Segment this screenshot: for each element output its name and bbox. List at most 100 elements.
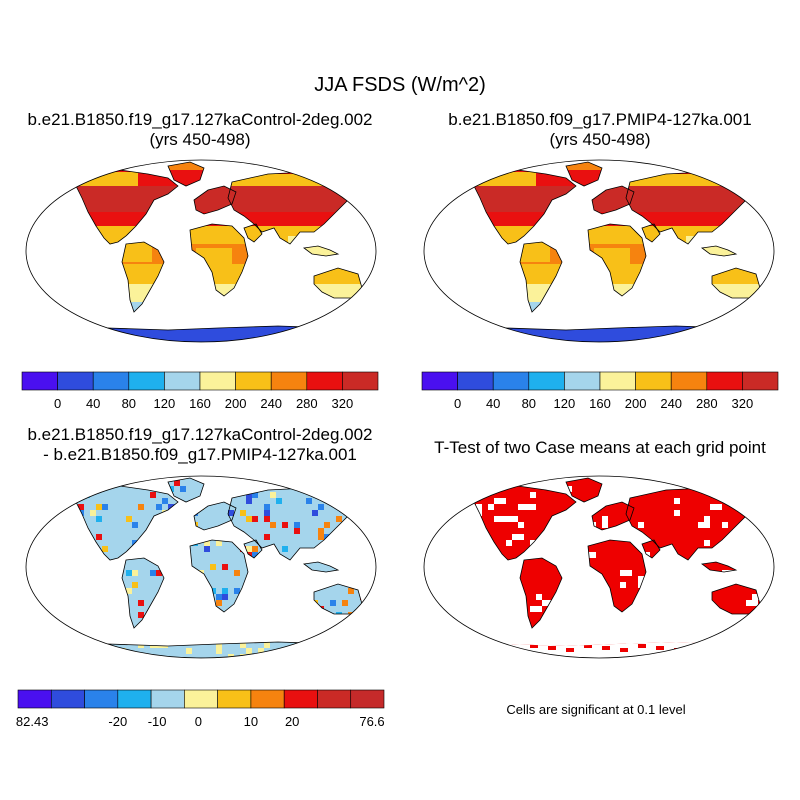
diff-cell [336, 516, 342, 522]
diff-cell [54, 468, 60, 474]
diff-cell [90, 468, 96, 474]
diff-cell [150, 468, 156, 474]
coastline-europe [591, 501, 635, 531]
colorbar-tick-label: 76.6 [359, 714, 384, 729]
diff-cell [222, 594, 228, 600]
coastline-north-america [75, 169, 179, 245]
diff-cell [18, 630, 24, 636]
diff-cell [72, 546, 78, 552]
colorbar-difference: -82.43 -20 -10 0 10 20 76.6 [16, 689, 385, 729]
diff-cell [246, 546, 252, 552]
diff-cell [198, 636, 204, 642]
radiation-band [456, 186, 760, 212]
diff-cell [330, 600, 336, 606]
colorbar-swatch [670, 371, 708, 391]
land-field [58, 162, 362, 342]
nonsignificant-cell [584, 576, 590, 582]
nonsignificant-cell [716, 654, 728, 658]
diff-cell [336, 636, 342, 642]
nonsignificant-cell [632, 480, 644, 486]
nonsignificant-cell [668, 576, 674, 582]
diff-cell [360, 576, 362, 582]
diff-cell [216, 642, 222, 648]
diff-cell [90, 468, 96, 474]
diff-cell [198, 630, 204, 636]
antarctica-sig-cell [602, 646, 610, 650]
diff-cell [72, 642, 78, 648]
diff-cell [348, 612, 354, 618]
diff-cell [24, 636, 30, 642]
diff-cell [150, 492, 156, 498]
coastline-arabia [641, 539, 661, 559]
diff-cell [60, 588, 66, 594]
diff-cell [78, 546, 84, 552]
nonsignificant-cell [506, 636, 512, 642]
diff-cell [198, 576, 204, 582]
diff-cell [102, 630, 108, 636]
diff-cell [132, 468, 138, 474]
colorbar-tick-label: 80 [522, 396, 536, 411]
diff-cell [258, 588, 264, 594]
diff-cell [42, 516, 48, 522]
diff-cell [156, 534, 162, 540]
nonsignificant-cell [506, 540, 512, 546]
diff-cell [42, 534, 48, 540]
nonsignificant-cell [560, 582, 566, 588]
diff-cell [336, 648, 342, 654]
diff-cell [24, 654, 30, 660]
colorbar-swatch [564, 371, 601, 391]
diff-cell [126, 636, 132, 642]
radiation-band [456, 320, 760, 342]
diff-cell [18, 570, 24, 576]
radiation-band [58, 320, 362, 342]
diff-cell [234, 478, 240, 480]
diff-cell [240, 510, 246, 516]
nonsignificant-cell [602, 624, 608, 630]
diff-cell [366, 618, 372, 624]
nonsignificant-cell [638, 576, 644, 582]
nonsignificant-cell [422, 636, 428, 642]
nonsignificant-cell [470, 582, 476, 588]
diff-cell [312, 486, 318, 492]
nonsignificant-cell [602, 522, 608, 528]
diff-cell [36, 612, 42, 618]
map-field [416, 477, 776, 658]
diff-cell [18, 486, 24, 492]
diff-cell [162, 498, 168, 504]
diff-cell [126, 516, 132, 522]
diff-cell [60, 504, 66, 510]
diff-cell [336, 492, 342, 498]
diff-cell [288, 654, 294, 658]
colorbar-tick-label: 40 [486, 396, 500, 411]
nonsignificant-cell [764, 624, 776, 630]
amazon-zone [520, 240, 550, 262]
diff-cell [150, 618, 156, 624]
diff-cell [276, 660, 282, 666]
nonsignificant-cell [416, 618, 422, 624]
diff-cell [192, 468, 198, 474]
diff-cell [30, 618, 36, 624]
colorbar-tick-label: 0 [195, 714, 202, 729]
diff-cell [264, 516, 270, 522]
colorbar-swatch [283, 689, 318, 709]
nonsignificant-cell [656, 588, 662, 594]
antarctica-sig-cell [476, 644, 484, 648]
diff-cell [96, 558, 102, 564]
diff-cell [294, 654, 300, 658]
diff-cell [48, 474, 54, 480]
diff-cell [264, 534, 270, 540]
nonsignificant-cell [674, 588, 680, 594]
colorbar-swatch [128, 371, 165, 391]
diff-cell [264, 510, 270, 516]
panel-title-pmip-line1: b.e21.B1850.f09_g17.PMIP4-127ka.001 [448, 110, 752, 129]
diff-cell [48, 522, 54, 528]
diff-cell [192, 504, 198, 510]
diff-cell [18, 648, 24, 654]
nonsignificant-cell [770, 636, 776, 642]
diff-cell [252, 492, 258, 498]
colorbar-swatch [184, 689, 218, 709]
diff-cell [288, 594, 294, 600]
diff-cell [270, 492, 276, 498]
nonsignificant-cell [644, 630, 650, 636]
diff-cell [210, 564, 216, 570]
